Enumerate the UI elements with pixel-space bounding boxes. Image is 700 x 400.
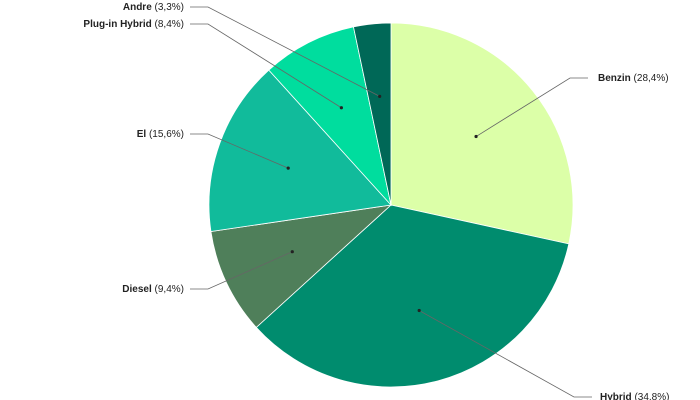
pie-slice-plug-in-hybrid	[268, 26, 392, 207]
slice-label-diesel: Diesel (9,4%)	[122, 284, 184, 295]
pie-slice-diesel	[210, 204, 393, 328]
pie-slice-el	[208, 69, 392, 232]
leader-line-el	[190, 133, 289, 169]
leader-line-benzin	[475, 77, 588, 137]
leader-line-hybrid	[418, 310, 592, 398]
slice-value-hybrid: (34,8%)	[632, 392, 670, 400]
slice-value-plug-in-hybrid: (8,4%)	[152, 19, 184, 30]
slice-label-benzin: Benzin (28,4%)	[598, 73, 669, 84]
slice-label-andre: Andre (3,3%)	[123, 2, 184, 13]
leader-line-andre	[190, 6, 380, 97]
pie-slice-hybrid	[255, 204, 570, 388]
slice-value-benzin: (28,4%)	[631, 73, 669, 84]
slice-value-diesel: (9,4%)	[152, 284, 184, 295]
leader-dot-andre	[378, 94, 382, 98]
leader-dot-plug-in-hybrid	[339, 106, 343, 110]
slice-label-plug-in-hybrid: Plug-in Hybrid (8,4%)	[83, 19, 184, 30]
slice-name-plug-in-hybrid: Plug-in Hybrid	[83, 19, 151, 30]
slice-label-hybrid: Hybrid (34,8%)	[600, 392, 669, 400]
slice-value-andre: (3,3%)	[152, 2, 184, 13]
leader-dot-benzin	[474, 134, 478, 139]
slice-name-diesel: Diesel	[122, 284, 152, 295]
leader-dot-hybrid	[417, 308, 421, 313]
pie-slice-andre	[353, 22, 392, 206]
slice-name-el: El	[137, 129, 147, 140]
slice-value-el: (15,6%)	[146, 129, 184, 140]
slice-name-benzin: Benzin	[598, 73, 631, 84]
slice-label-el: El (15,6%)	[137, 129, 184, 140]
leader-line-diesel	[190, 251, 293, 290]
leader-dot-diesel	[290, 250, 294, 254]
pie-slices	[208, 22, 574, 388]
leader-line-plug-in-hybrid	[190, 23, 342, 109]
slice-name-andre: Andre	[123, 2, 152, 13]
slice-name-hybrid: Hybrid	[600, 392, 632, 400]
pie-labels: Benzin (28,4%) Hybrid (34,8%) Diesel (9,4%…	[83, 2, 669, 400]
leader-dot-el	[286, 166, 290, 170]
pie-slice-benzin	[390, 22, 574, 245]
